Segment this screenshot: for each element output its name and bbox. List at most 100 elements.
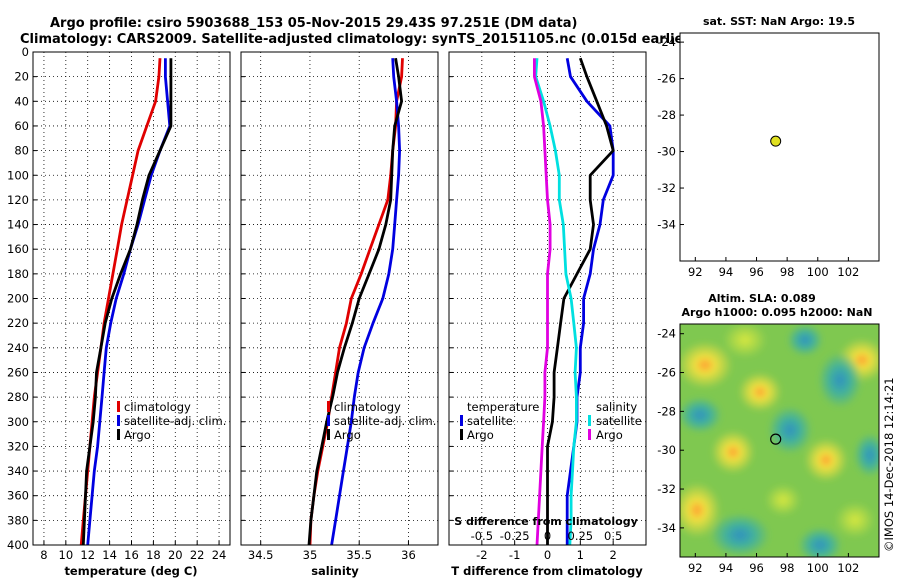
x-tick-label: 36: [401, 548, 416, 562]
sla-blob: [738, 372, 782, 412]
temperature-grid: [33, 51, 230, 546]
y-tick-label: 0: [22, 45, 29, 59]
series-line-argo-t: [546, 57, 615, 545]
y-tick-label: 260: [7, 365, 29, 379]
temperature-axis-label: temperature (deg C): [64, 564, 197, 578]
argo-location-marker-sla: [770, 433, 782, 445]
y-tick-label: 360: [7, 489, 29, 503]
sla-blob: [680, 341, 733, 389]
lon-tick-label: 98: [780, 561, 795, 575]
y-tick-label: 20: [14, 70, 29, 84]
lat-tick-label: -32: [657, 482, 676, 496]
sla-blob: [798, 527, 842, 557]
legend-swatch-argo-t: [460, 429, 463, 440]
legend-title-temperature: temperature: [467, 400, 539, 414]
argo-location-marker: [770, 135, 782, 147]
sla-lon-tick-labels: 92 94 96 98 100 102: [688, 553, 859, 575]
salinity-tick-labels: 34.5 35 35.5 36: [248, 548, 416, 562]
legend-label-argo: Argo: [124, 428, 151, 442]
salinity-panel: 34.5 35 35.5 36 salinity climatology satell…: [240, 51, 439, 578]
sst-lat-tick-labels: -24 -26 -28 -30 -32 -34: [657, 35, 684, 232]
sla-map-panel: Altim. SLA: 0.089 Argo h1000: 0.095 h200…: [657, 292, 896, 575]
series-line-argo-s: [533, 58, 552, 546]
series-line-satellite-adj-clim-: [86, 58, 172, 546]
sla-blob: [765, 484, 801, 516]
x-tick-label: -1: [509, 548, 520, 562]
legend-swatch-argo-s: [588, 429, 591, 440]
y-tick-label: 220: [7, 316, 29, 330]
lon-tick-label: 94: [719, 265, 734, 279]
plot-title-line2: Climatology: CARS2009. Satellite-adjuste…: [20, 32, 696, 47]
s-tick-label: 0: [544, 529, 551, 543]
sla-blob: [680, 482, 721, 538]
lat-tick-label: -34: [657, 521, 676, 535]
plot-title-line1: Argo profile: csiro 5903688_153 05-Nov-2…: [50, 16, 577, 31]
sla-map-title-line1: Altim. SLA: 0.089: [708, 292, 815, 305]
y-tick-label: 320: [7, 439, 29, 453]
legend-label-argo-t: Argo: [467, 428, 494, 442]
x-tick-label: 34.5: [248, 548, 274, 562]
s-difference-axis-label: S difference from climatology: [454, 515, 638, 528]
lon-tick-label: 102: [837, 561, 859, 575]
series-line-satellite-t: [565, 57, 615, 545]
series-line-climatology: [308, 58, 404, 546]
x-tick-label: 14: [102, 548, 117, 562]
sla-blob: [680, 397, 722, 433]
x-tick-label: 8: [40, 548, 47, 562]
legend-swatch-satellite: [117, 415, 120, 426]
s-tick-label: 0.5: [604, 529, 622, 543]
s-tick-label: -0.5: [471, 529, 493, 543]
lon-tick-label: 96: [749, 265, 764, 279]
sst-lon-tick-labels: 92 94 96 98 100 102: [688, 257, 859, 279]
x-tick-label: 20: [168, 548, 183, 562]
y-tick-label: 180: [7, 267, 29, 281]
series-line-argo: [81, 58, 173, 546]
x-tick-label: 18: [146, 548, 161, 562]
lon-tick-label: 92: [688, 265, 703, 279]
lon-tick-label: 94: [719, 561, 734, 575]
salinity-axes-frame: [240, 51, 439, 546]
sla-blob: [723, 324, 767, 358]
lat-tick-label: -34: [657, 218, 676, 232]
y-tick-label: 100: [7, 168, 29, 182]
difference-legend: temperature satellite Argo salinity sate…: [460, 400, 642, 442]
legend-swatch-satellite-t: [460, 415, 463, 426]
lon-tick-label: 100: [807, 265, 829, 279]
sla-heatmap-blobs: [680, 324, 879, 557]
series-line-satellite-s: [534, 58, 578, 546]
x-tick-label: -2: [476, 548, 487, 562]
series-line-argo: [307, 57, 404, 546]
t-difference-tick-labels: -2 -1 0 1 2: [476, 548, 617, 562]
salinity-lines: [307, 57, 404, 546]
lon-tick-label: 98: [780, 265, 795, 279]
lat-tick-label: -26: [657, 366, 676, 380]
sla-blob: [710, 513, 770, 557]
lat-tick-label: -28: [657, 108, 676, 122]
x-tick-label: 16: [124, 548, 139, 562]
legend-label-argo: Argo: [334, 428, 361, 442]
salinity-grid: [241, 51, 438, 546]
sla-map-title-line2: Argo h1000: 0.095 h2000: NaN: [681, 306, 872, 319]
legend-swatch-satellite-s: [588, 415, 591, 426]
legend-label-satellite: satellite-adj. clim.: [334, 414, 436, 428]
sla-heatmap: [680, 324, 879, 557]
s-difference-tick-labels: -0.5 -0.25 0 0.25 0.5: [471, 529, 623, 543]
s-tick-label: -0.25: [500, 529, 530, 543]
lat-tick-label: -24: [657, 327, 676, 341]
temperature-legend: climatology satellite-adj. clim. Argo: [117, 400, 226, 442]
sst-map-panel: sat. SST: NaN Argo: 19.5 -24 -26 -28 -30 -32…: [657, 15, 880, 279]
x-tick-label: 1: [577, 548, 584, 562]
sst-map-title: sat. SST: NaN Argo: 19.5: [703, 15, 855, 28]
sla-blob: [818, 352, 862, 408]
y-tick-label: 340: [7, 464, 29, 478]
lat-tick-label: -30: [657, 443, 676, 457]
legend-swatch-argo: [117, 429, 120, 440]
y-tick-label: 140: [7, 218, 29, 232]
legend-swatch-satellite: [327, 415, 330, 426]
lon-tick-label: 96: [749, 561, 764, 575]
legend-title-salinity: salinity: [596, 400, 637, 414]
y-tick-label: 280: [7, 390, 29, 404]
y-tick-label: 400: [7, 538, 29, 552]
t-difference-axis-label: T difference from climatology: [451, 564, 643, 578]
y-tick-label: 300: [7, 415, 29, 429]
